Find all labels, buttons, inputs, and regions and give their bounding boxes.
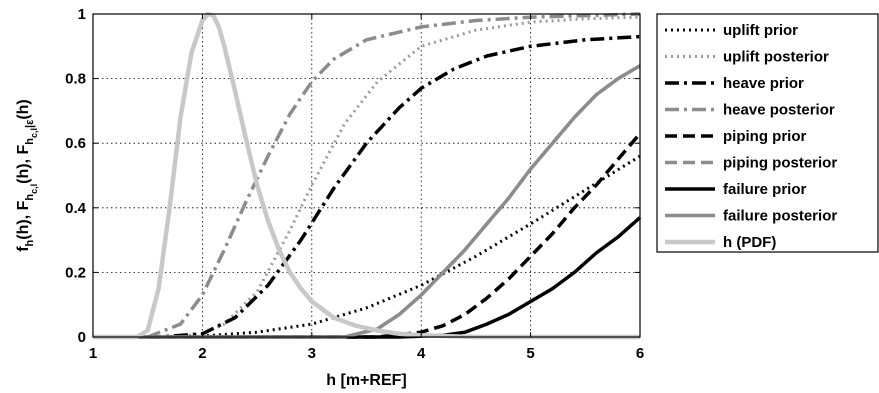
y-tick-label: 0.6 [65, 135, 86, 152]
y-axis-label: fh(h), Fhc,l(h), Fhc,l|ε(h) [15, 99, 39, 252]
legend-label: uplift posterior [723, 49, 829, 66]
x-tick-label: 6 [636, 345, 644, 362]
x-tick-label: 1 [89, 345, 97, 362]
legend-label: failure posterior [723, 208, 837, 225]
y-tick-label: 0.4 [65, 200, 87, 217]
ylabel-f: f [15, 246, 32, 252]
series-line-heave-prior [93, 34, 641, 339]
ylabel-F2-arg: (h) [15, 99, 32, 119]
legend-label: h (PDF) [723, 234, 776, 251]
ylabel-comma-2: , [15, 155, 32, 164]
ylabel-F1-subsub: c,l [29, 184, 39, 194]
ylabel-F2: F [15, 145, 32, 155]
legend-items: uplift prior uplift posterior heave prior h… [665, 22, 837, 251]
legend-label: uplift prior [723, 22, 798, 39]
series-line-failure-posterior [93, 64, 641, 339]
ylabel-F2-sub: h [24, 138, 36, 145]
ylabel-comma-1: , [15, 210, 32, 219]
grid [93, 14, 640, 337]
legend-box [656, 13, 879, 253]
y-tick-label: 0.8 [65, 71, 86, 88]
legend-label: piping prior [723, 128, 806, 145]
ylabel-f-arg: (h) [15, 219, 32, 239]
ylabel-F2-subsub: c,l [29, 128, 39, 138]
plot-frame [92, 13, 641, 338]
ylabel-F1: F [15, 200, 32, 210]
ylabel-F1-sub: h [24, 194, 36, 201]
axis-ticks: 1 2 3 4 5 6 0 0.2 0.4 0.6 0.8 1 [65, 6, 644, 362]
legend-label: heave prior [723, 75, 804, 92]
series-line-h-pdf- [93, 11, 640, 340]
legend: uplift prior uplift posterior heave prior h… [656, 13, 879, 253]
ylabel-f-sub: h [24, 239, 36, 246]
legend-label: failure prior [723, 181, 807, 198]
ylabel-F2-cond: |ε [24, 119, 36, 128]
x-tick-label: 3 [308, 345, 316, 362]
y-tick-label: 0.2 [65, 264, 86, 281]
y-tick-label: 1 [78, 6, 86, 23]
x-tick-label: 4 [417, 345, 426, 362]
legend-label: piping posterior [723, 155, 837, 172]
x-tick-label: 2 [198, 345, 206, 362]
x-tick-label: 5 [526, 345, 534, 362]
series-line-heave-posterior [93, 12, 641, 339]
series-lines [93, 11, 642, 340]
x-axis-label: h [m+REF] [326, 372, 406, 389]
y-tick-label: 0 [78, 329, 86, 346]
ylabel-F1-arg: (h) [15, 163, 32, 183]
legend-label: heave posterior [723, 102, 835, 119]
